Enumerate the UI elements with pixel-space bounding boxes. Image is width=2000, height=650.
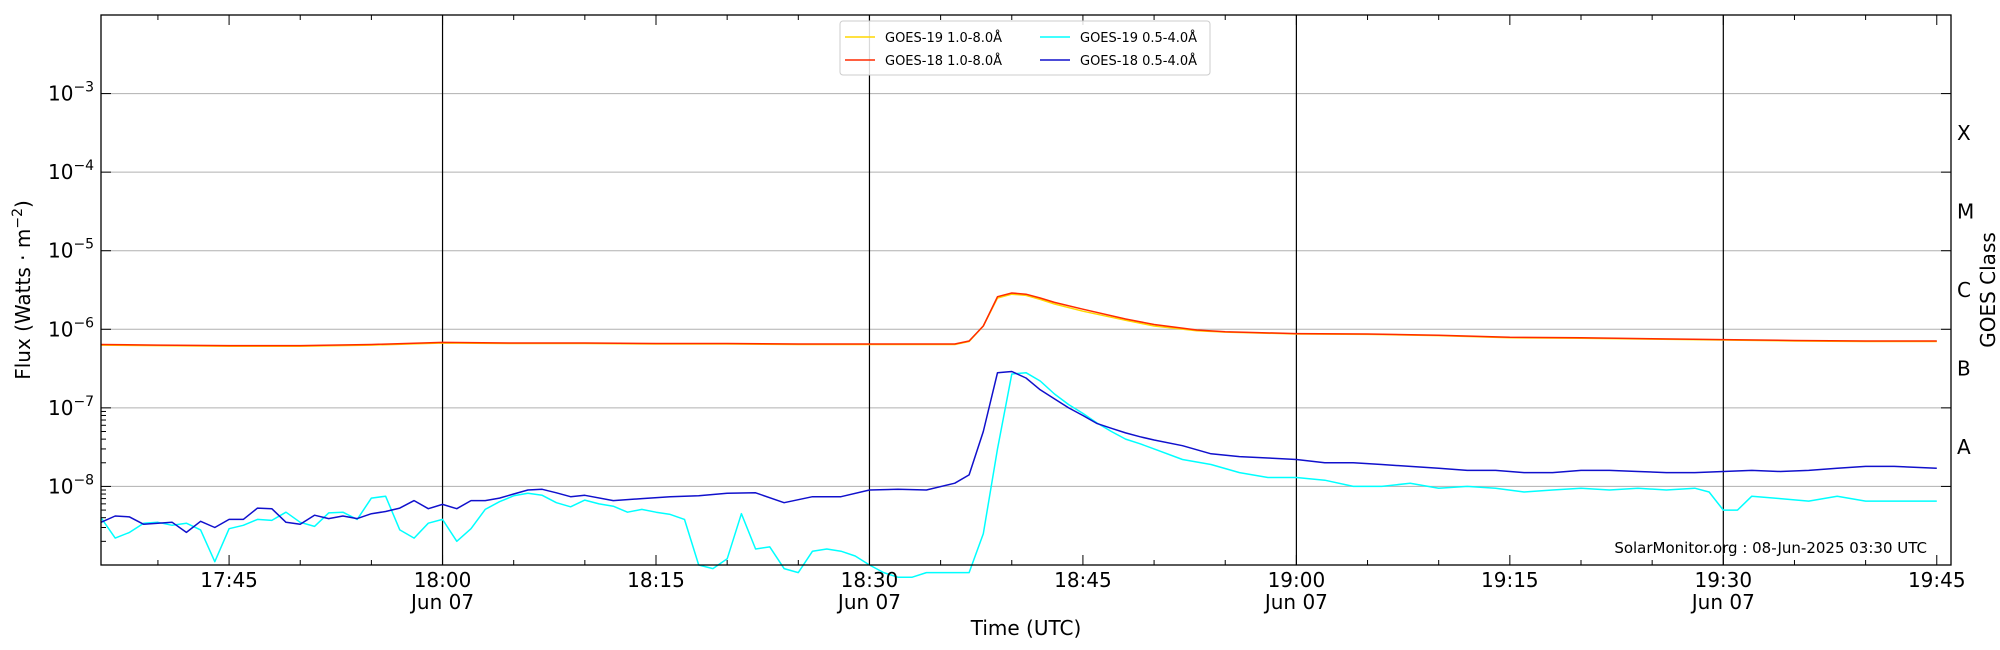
y-tick-label-1: 10−4 (48, 158, 94, 184)
axis-ticks (101, 15, 1951, 565)
y-tick-label-exponent: −6 (73, 315, 94, 331)
grid-lines (101, 93, 1951, 487)
source-annotation: SolarMonitor.org : 08-Jun-2025 03:30 UTC (1614, 539, 1927, 557)
y-tick-label-base: 10 (48, 317, 73, 341)
goes-class-label-m: M (1957, 199, 1974, 223)
goes-class-label-x: X (1957, 121, 1971, 145)
y-tick-label-exponent: −7 (73, 394, 94, 410)
x-tick-date-label-1: Jun 07 (409, 590, 474, 614)
x-tick-date-label-7: Jun 07 (1690, 590, 1755, 614)
series-line-3 (100, 370, 1937, 534)
y-tick-label-base: 10 (48, 160, 73, 184)
y-tick-label-5: 10−8 (48, 472, 94, 498)
y-axis-title-close: ) (11, 200, 35, 208)
x-tick-date-label-5: Jun 07 (1263, 590, 1328, 614)
x-tick-label-0: 17:45 (200, 568, 258, 592)
x-tick-date-label-3: Jun 07 (836, 590, 901, 614)
right-axis-title: GOES Class (1976, 232, 2000, 348)
y-tick-label-2: 10−5 (48, 237, 94, 263)
y-tick-label-base: 10 (48, 82, 73, 106)
legend: GOES-19 1.0-8.0Å GOES-18 1.0-8.0Å GOES-1… (839, 20, 1211, 76)
x-tick-label-8: 19:45 (1908, 568, 1966, 592)
y-tick-label-exponent: −5 (73, 237, 94, 253)
x-tick-label-5: 19:00 (1268, 568, 1326, 592)
plot-frame (100, 14, 1952, 566)
y-axis-title-main: Flux (Watts · m (11, 229, 35, 380)
legend-label-goes19-short: GOES-19 0.5-4.0Å (1080, 30, 1197, 46)
goes-class-label-b: B (1957, 357, 1971, 381)
y-tick-label-base: 10 (48, 396, 73, 420)
x-tick-label-7: 19:30 (1694, 568, 1752, 592)
goes-class-label-c: C (1957, 278, 1971, 302)
y-tick-label-exponent: −4 (73, 158, 94, 174)
series-line-2 (100, 371, 1937, 578)
x-tick-label-6: 19:15 (1481, 568, 1539, 592)
y-tick-label-3: 10−6 (48, 315, 94, 341)
x-tick-label-4: 18:45 (1054, 568, 1112, 592)
data-series (100, 292, 1937, 578)
legend-box (839, 20, 1211, 76)
y-tick-label-base: 10 (48, 474, 73, 498)
y-tick-label-base: 10 (48, 239, 73, 263)
y-tick-label-4: 10−7 (48, 394, 94, 420)
y-axis-title-exponent: −2 (10, 208, 26, 229)
y-tick-labels: 10−310−410−510−610−710−8 (48, 80, 94, 499)
legend-label-goes19-long: GOES-19 1.0-8.0Å (885, 30, 1002, 46)
x-axis-title: Time (UTC) (970, 616, 1082, 640)
y-tick-label-exponent: −8 (73, 472, 94, 488)
x-tick-label-2: 18:15 (627, 568, 685, 592)
goes-class-label-a: A (1957, 435, 1971, 459)
x-tick-label-1: 18:00 (414, 568, 472, 592)
legend-label-goes18-short: GOES-18 0.5-4.0Å (1080, 53, 1197, 69)
x-tick-label-3: 18:30 (841, 568, 899, 592)
y-axis-title: Flux (Watts · m−2) (10, 200, 35, 380)
y-tick-label-exponent: −3 (73, 80, 94, 96)
series-line-1 (100, 292, 1937, 347)
legend-label-goes18-long: GOES-18 1.0-8.0Å (885, 53, 1002, 69)
goes-class-labels: X M C B A (1957, 121, 1974, 459)
day-boundary-lines (441, 15, 1724, 565)
y-tick-label-0: 10−3 (48, 80, 94, 106)
